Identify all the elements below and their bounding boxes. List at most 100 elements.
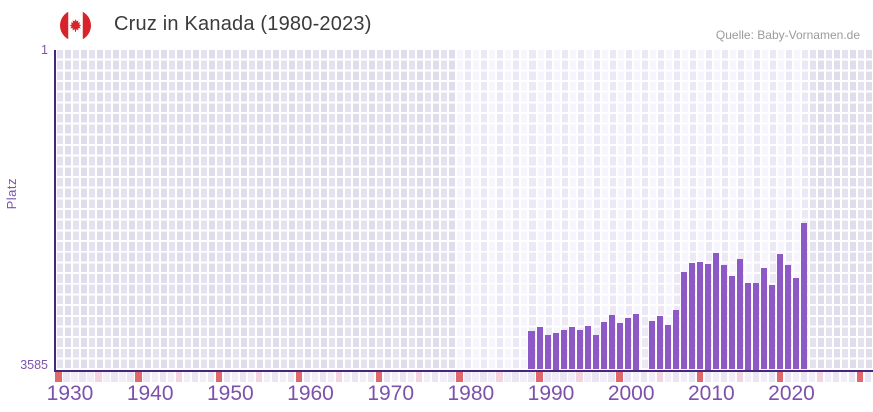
grid-column (848, 50, 857, 370)
x-tick-cell (359, 372, 367, 382)
bar-2011[interactable] (704, 263, 711, 370)
x-tick-cell (207, 372, 215, 382)
grid-column (567, 50, 576, 370)
x-tick-half-decade (175, 372, 182, 382)
bar-2002[interactable] (632, 313, 639, 370)
grid-column (359, 50, 368, 370)
grid-column (599, 50, 608, 370)
grid-column (351, 50, 360, 370)
x-tick-cell (151, 372, 158, 382)
x-tick-decade (696, 372, 704, 382)
grid-column (800, 50, 809, 370)
bar-1994[interactable] (568, 326, 575, 370)
grid-column (543, 50, 552, 370)
bar-2006[interactable] (664, 324, 671, 370)
bar-1998[interactable] (600, 321, 607, 370)
x-tick-cell (480, 372, 487, 382)
grid-column (206, 50, 215, 370)
y-axis-tick-bottom: 3585 (20, 358, 48, 372)
x-tick-cell (760, 372, 768, 382)
grid-column (743, 50, 752, 370)
grid-column (447, 50, 456, 370)
bar-2001[interactable] (624, 317, 631, 370)
grid-column (631, 50, 640, 370)
x-tick-half-decade (496, 372, 503, 382)
x-tick-cell (111, 372, 118, 382)
bar-1995[interactable] (576, 329, 583, 370)
x-tick-cell (79, 372, 86, 382)
bar-2004[interactable] (648, 320, 655, 370)
x-tick-half-decade (576, 372, 583, 382)
x-tick-cell (383, 372, 391, 382)
grid-column (615, 50, 624, 370)
x-tick-decade (776, 372, 784, 382)
bar-2019[interactable] (768, 285, 775, 370)
grid-column (455, 50, 464, 370)
bar-2014[interactable] (728, 275, 735, 370)
grid-column (479, 50, 488, 370)
bar-2008[interactable] (680, 271, 687, 370)
bar-1990[interactable] (536, 326, 543, 370)
x-axis-label-2020: 2020 (768, 382, 815, 405)
bar-1991[interactable] (544, 334, 551, 370)
bar-2007[interactable] (672, 310, 679, 370)
grid-column (759, 50, 768, 370)
x-axis-label-1980: 1980 (447, 382, 495, 405)
bar-2000[interactable] (616, 322, 623, 370)
bar-1996[interactable] (584, 325, 591, 370)
grid-column (727, 50, 736, 370)
bar-2009[interactable] (688, 262, 695, 370)
bar-2012[interactable] (712, 252, 719, 370)
x-tick-cell (343, 372, 351, 382)
grid-column (54, 50, 63, 370)
bar-2010[interactable] (696, 261, 703, 370)
grid-column (832, 50, 841, 370)
x-tick-cell (63, 372, 70, 382)
bar-2021[interactable] (785, 265, 792, 370)
bar-2013[interactable] (720, 264, 727, 370)
canada-flag-icon (60, 10, 91, 41)
bar-2017[interactable] (752, 282, 759, 370)
x-tick-cell (552, 372, 559, 382)
y-axis-tick-top: 1 (41, 43, 48, 57)
grid-column (503, 50, 512, 370)
x-tick-cell (400, 372, 407, 382)
grid-column (174, 50, 183, 370)
x-tick-half-decade (255, 372, 263, 382)
x-tick-cell (704, 372, 712, 382)
x-axis-label-1930: 1930 (46, 382, 94, 405)
grid-column (423, 50, 432, 370)
x-tick-cell (592, 372, 599, 382)
grid-column (182, 50, 191, 370)
x-tick-decade (456, 372, 463, 382)
bar-2015[interactable] (736, 259, 743, 370)
x-tick-half-decade (416, 372, 423, 382)
bar-2020[interactable] (777, 253, 784, 370)
bar-1993[interactable] (560, 329, 567, 370)
grid-column (647, 50, 656, 370)
x-tick-cell (167, 372, 174, 382)
x-tick-cell (664, 372, 671, 382)
x-tick-cell (784, 372, 792, 382)
bar-2018[interactable] (760, 267, 767, 370)
grid-column (86, 50, 95, 370)
grid-column (295, 50, 304, 370)
bar-2016[interactable] (744, 282, 751, 370)
x-tick-cell (119, 372, 126, 382)
grid-column (784, 50, 793, 370)
x-tick-cell (440, 372, 447, 382)
bar-2023[interactable] (801, 222, 808, 370)
x-tick-decade (215, 372, 223, 382)
grid-column (214, 50, 223, 370)
bar-1992[interactable] (552, 332, 559, 370)
bar-2022[interactable] (793, 278, 800, 370)
x-tick-cell (287, 372, 295, 382)
bar-1997[interactable] (592, 334, 599, 370)
bar-2005[interactable] (656, 315, 663, 370)
bar-1989[interactable] (528, 331, 535, 370)
grid-column (551, 50, 560, 370)
grid-column (439, 50, 448, 370)
grid-column (495, 50, 504, 370)
bar-1999[interactable] (608, 314, 615, 370)
grid-column (767, 50, 776, 370)
